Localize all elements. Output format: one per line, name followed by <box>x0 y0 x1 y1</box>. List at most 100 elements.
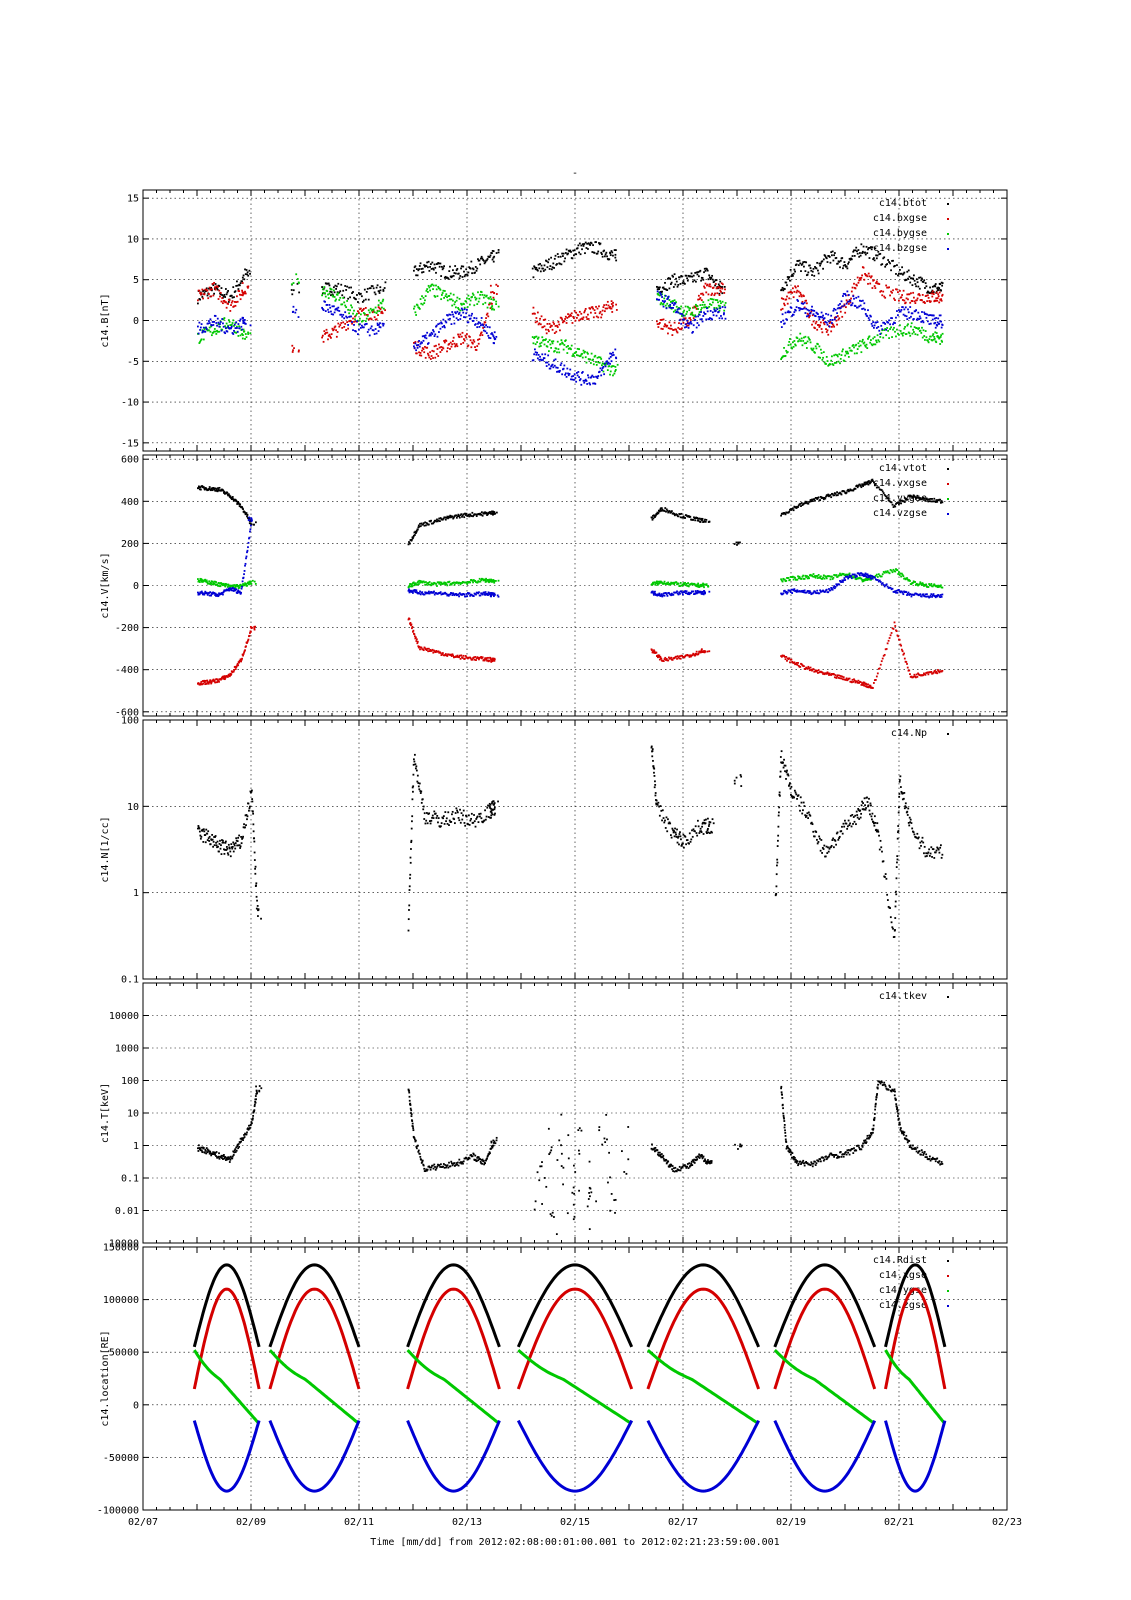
data-point <box>199 579 202 582</box>
data-point <box>455 343 458 345</box>
data-point <box>467 514 469 517</box>
data-point <box>441 326 444 328</box>
data-point <box>863 684 865 687</box>
data-point <box>359 292 362 295</box>
data-point <box>487 656 489 659</box>
data-point <box>598 370 601 373</box>
data-point <box>909 673 911 676</box>
data-point <box>655 514 657 517</box>
data-point <box>918 318 920 321</box>
data-point <box>905 315 908 318</box>
data-point <box>612 354 615 356</box>
data-point <box>821 577 824 580</box>
data-point <box>587 376 590 379</box>
data-point <box>788 657 791 660</box>
data-point <box>914 310 917 313</box>
data-point <box>478 325 481 328</box>
data-point <box>213 328 216 330</box>
data-point <box>936 299 939 302</box>
data-point <box>328 284 331 287</box>
data-point <box>714 283 717 285</box>
data-point <box>656 292 659 295</box>
data-point <box>341 315 344 318</box>
data-point <box>792 509 795 512</box>
data-point <box>369 307 372 310</box>
data-point <box>367 328 370 331</box>
data-point <box>821 358 824 361</box>
data-point <box>345 329 348 331</box>
data-point <box>415 349 418 352</box>
data-point <box>463 516 466 519</box>
data-point <box>251 519 253 522</box>
data-point <box>850 297 852 300</box>
data-point <box>245 269 248 271</box>
data-point <box>423 302 426 305</box>
data-point <box>663 325 666 328</box>
data-point <box>584 378 587 381</box>
data-point <box>216 287 218 290</box>
data-point <box>685 582 688 585</box>
data-point <box>933 497 936 500</box>
data-point <box>209 679 212 682</box>
data-point <box>615 303 618 306</box>
data-point <box>845 299 848 302</box>
data-point <box>878 253 881 256</box>
data-point <box>457 319 459 321</box>
data-point <box>475 657 478 660</box>
data-point <box>828 575 831 578</box>
data-point <box>577 244 580 247</box>
data-point <box>934 669 936 672</box>
data-point <box>808 500 811 503</box>
data-point <box>229 310 232 312</box>
data-point <box>453 272 456 274</box>
data-point <box>227 493 230 496</box>
data-point <box>900 644 903 647</box>
data-point <box>656 290 659 293</box>
data-point <box>803 265 805 268</box>
data-point <box>593 355 596 358</box>
data-point <box>834 492 837 495</box>
data-point <box>455 655 458 658</box>
data-point <box>533 265 536 268</box>
data-point <box>490 660 493 663</box>
data-point <box>833 325 836 328</box>
data-point <box>429 285 432 287</box>
data-point <box>858 483 861 486</box>
data-point <box>229 495 232 498</box>
data-point <box>417 583 420 586</box>
data-point <box>933 336 936 338</box>
data-point <box>888 261 890 263</box>
data-point <box>920 498 923 501</box>
data-point <box>212 294 215 297</box>
data-point <box>834 353 837 356</box>
data-point <box>208 486 211 488</box>
data-point <box>548 268 551 270</box>
data-point <box>349 296 351 299</box>
data-point <box>203 293 206 296</box>
data-point <box>863 483 865 486</box>
data-point <box>559 255 562 258</box>
data-point <box>717 304 720 307</box>
data-point <box>613 372 616 375</box>
data-point <box>656 583 659 586</box>
data-point <box>906 318 909 321</box>
data-point <box>827 313 830 316</box>
data-point <box>856 306 859 309</box>
data-point <box>933 337 936 340</box>
data-point <box>428 356 431 359</box>
data-point <box>795 306 798 309</box>
data-point <box>665 510 667 513</box>
data-point <box>239 334 242 337</box>
data-point <box>442 517 445 520</box>
data-point <box>715 307 718 309</box>
data-point <box>677 283 680 286</box>
data-point <box>493 336 496 339</box>
data-point <box>249 522 252 525</box>
data-point <box>606 255 608 258</box>
data-point <box>914 581 917 583</box>
data-point <box>878 329 881 332</box>
data-point <box>589 244 592 246</box>
data-point <box>247 286 249 289</box>
data-point <box>789 268 792 271</box>
data-point <box>665 307 668 310</box>
